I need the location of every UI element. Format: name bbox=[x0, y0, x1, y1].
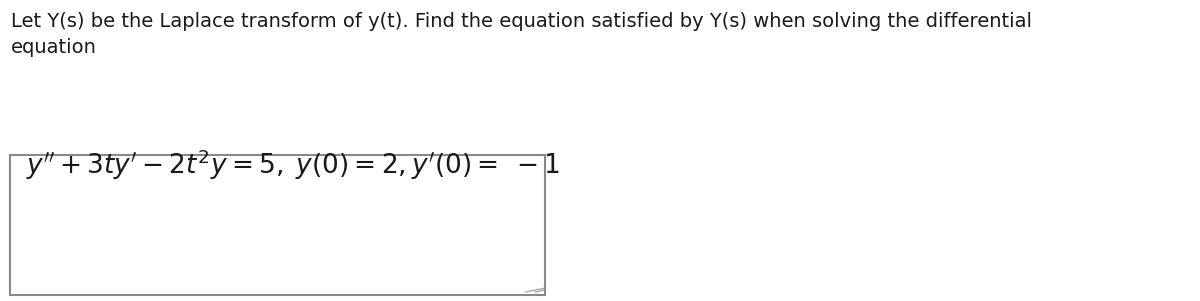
Text: $y'' + 3ty' - 2t^2y = 5, \; y(0) = 2, y'(0) = \; - 1$: $y'' + 3ty' - 2t^2y = 5, \; y(0) = 2, y'… bbox=[26, 147, 560, 182]
Text: Let Y(s) be the Laplace transform of y(t). Find the equation satisfied by Y(s) w: Let Y(s) be the Laplace transform of y(t… bbox=[11, 12, 1032, 57]
